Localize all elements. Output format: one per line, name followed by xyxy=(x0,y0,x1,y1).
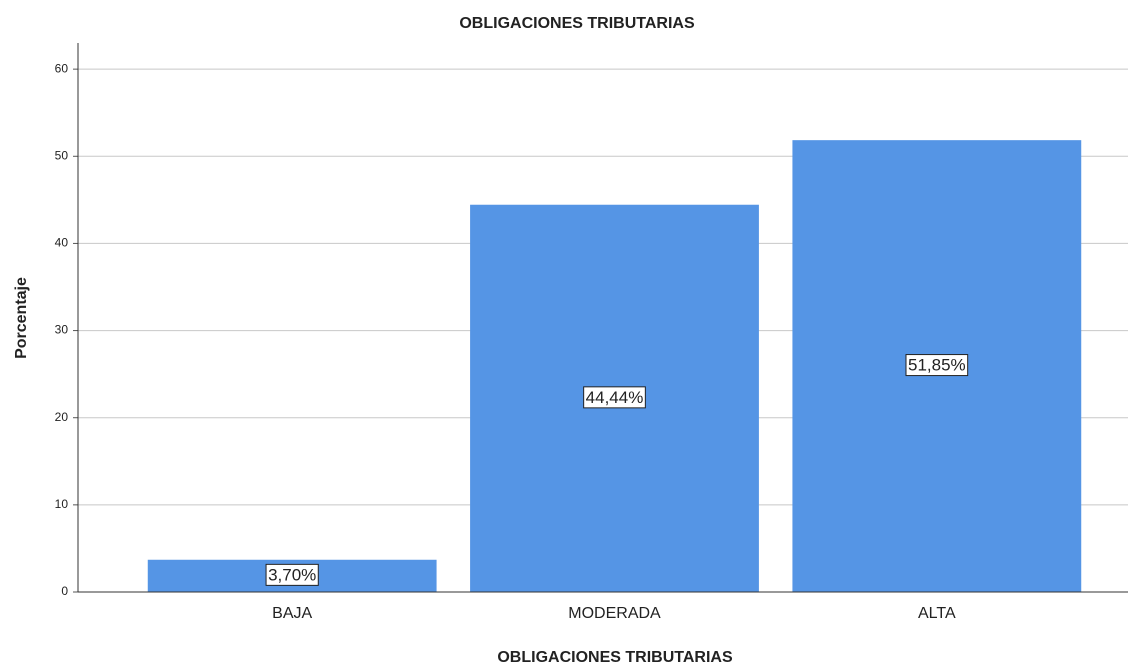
value-label-box xyxy=(905,354,969,377)
x-tick-label: ALTA xyxy=(918,605,956,622)
y-tick-label: 20 xyxy=(55,410,69,424)
chart-title: OBLIGACIONES TRIBUTARIAS xyxy=(459,15,695,32)
x-axis-label: OBLIGACIONES TRIBUTARIAS xyxy=(497,649,733,666)
y-tick-label: 50 xyxy=(55,148,69,162)
y-axis-label: Porcentaje xyxy=(13,277,30,359)
x-tick-label: MODERADA xyxy=(568,605,661,622)
value-label: 51,85% xyxy=(908,356,966,375)
y-tick-label: 0 xyxy=(61,584,68,598)
y-tick-label: 10 xyxy=(55,497,69,511)
y-tick-label: 40 xyxy=(55,236,69,250)
value-label: 44,44% xyxy=(586,388,644,407)
value-label: 3,70% xyxy=(268,565,316,584)
value-label-box xyxy=(265,563,319,586)
y-tick-label: 60 xyxy=(55,61,69,75)
x-tick-label: BAJA xyxy=(272,605,312,622)
value-label-box xyxy=(583,386,646,409)
y-tick-label: 30 xyxy=(55,323,69,337)
